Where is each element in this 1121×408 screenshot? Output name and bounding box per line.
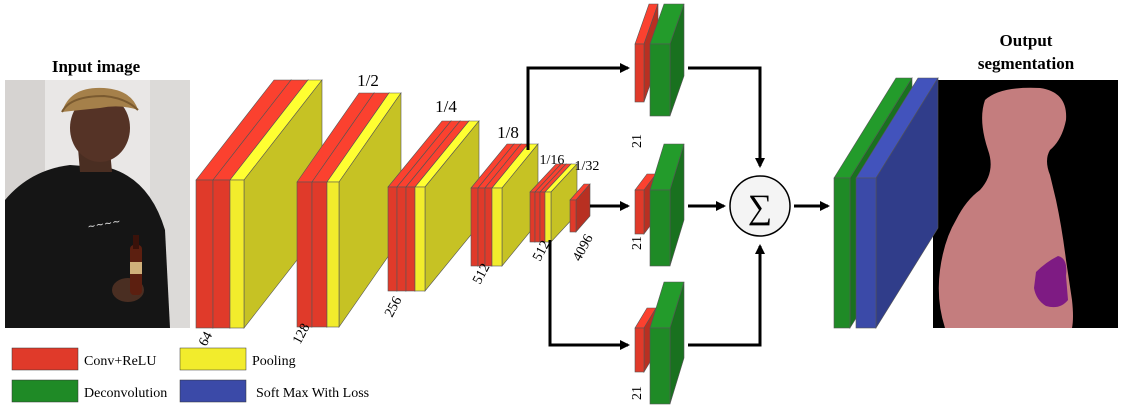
legend-label-pool: Pooling: [252, 354, 296, 369]
legend-swatch-conv: [11, 347, 79, 371]
legend-swatch-deconv: [11, 379, 79, 403]
branch-label: 21: [630, 134, 645, 148]
channel-label: 256: [382, 294, 405, 320]
channel-label: 64: [196, 329, 216, 348]
person-photo-icon: ~~~~: [5, 87, 170, 328]
branch-label: 21: [630, 386, 645, 400]
legend-swatch-softmax: [179, 379, 247, 403]
output-title-line1: Output: [1000, 31, 1053, 50]
scale-label: 1/2: [357, 71, 379, 90]
branch-label: 21: [630, 236, 645, 250]
branch-deconv-layer: [649, 281, 685, 405]
legend: Conv+ReLU Pooling Deconvolution Soft Max…: [11, 347, 369, 403]
output-segmentation: [933, 80, 1118, 328]
connectors: [526, 63, 830, 350]
legend-label-softmax: Soft Max With Loss: [256, 386, 369, 401]
channel-label: 4096: [570, 232, 596, 264]
summation-icon: ∑: [748, 189, 772, 226]
scale-label: 1/16: [540, 153, 565, 168]
arrow-to-top-branch: [526, 63, 630, 150]
arrow-to-bottom-branch: [548, 240, 630, 350]
scale-label: 1/4: [435, 97, 457, 116]
branch-deconv-layer: [649, 143, 685, 267]
branch-labels: 21 21 21: [630, 134, 645, 400]
input-image: ~~~~: [5, 80, 190, 328]
legend-label-deconv: Deconvolution: [84, 386, 167, 401]
mask-person-region: [938, 87, 1073, 328]
pooling-layer: [544, 163, 578, 243]
pooling-layer: [229, 79, 323, 329]
conv-relu-layer: [569, 183, 591, 233]
legend-swatch-pool: [179, 347, 247, 371]
mask-bottle-region: [1034, 256, 1068, 308]
sum-node: ∑: [729, 175, 791, 237]
scale-label: 1/8: [497, 123, 519, 142]
output-title-line2: segmentation: [978, 54, 1075, 73]
deconv-branches: [634, 3, 685, 405]
input-image-title: Input image: [52, 57, 141, 76]
branch-deconv-layer: [649, 3, 685, 117]
legend-label-conv: Conv+ReLU: [84, 354, 156, 369]
final-output-layers: [833, 76, 939, 330]
arrow-top-to-sum: [688, 66, 765, 168]
encoder-layers: [195, 79, 591, 329]
pooling-layer: [491, 143, 539, 267]
arrow-bottom-to-sum: [688, 244, 765, 347]
segmentation-mask-icon: [938, 87, 1073, 328]
scale-label: 1/32: [575, 159, 600, 174]
scale-labels: 1/2 1/4 1/8 1/16 1/32: [357, 71, 599, 174]
final-softmax-layer: [855, 76, 939, 330]
